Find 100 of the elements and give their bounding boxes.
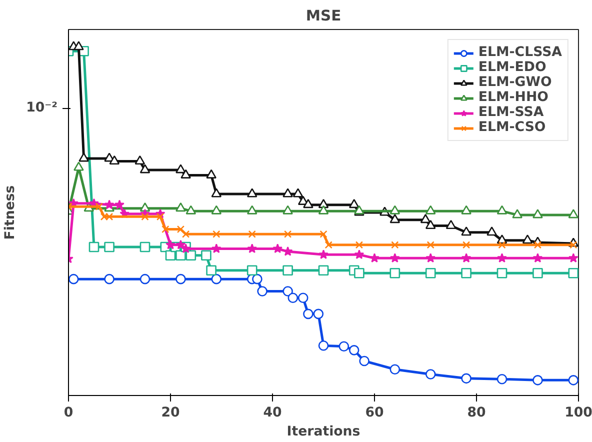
point (461, 268, 472, 278)
point (320, 230, 328, 238)
point (318, 265, 329, 276)
x-tick-label: 80 (467, 406, 486, 420)
point (318, 205, 329, 214)
chart-title: MSE (306, 8, 342, 24)
point (370, 253, 380, 262)
point (390, 268, 400, 278)
point (247, 244, 258, 254)
point (496, 205, 508, 214)
point (292, 188, 304, 198)
point (206, 169, 216, 178)
point (284, 230, 292, 238)
point (211, 188, 222, 198)
point (166, 240, 176, 250)
y-axis-title: Fitness (3, 185, 18, 240)
point (486, 226, 497, 236)
point (246, 205, 258, 214)
point (282, 188, 293, 198)
legend-label: ELM-HHO (478, 90, 548, 105)
point (496, 374, 508, 384)
point (568, 268, 578, 278)
point (498, 241, 506, 249)
point (461, 253, 472, 262)
legend-label: ELM-SSA (478, 105, 544, 120)
point (391, 241, 399, 249)
point (461, 226, 472, 236)
point (318, 340, 329, 351)
point (272, 244, 283, 254)
point (420, 214, 431, 224)
point (355, 241, 364, 249)
x-tick-label: 0 (64, 406, 74, 420)
point (211, 205, 222, 214)
x-axis-title: Iterations (286, 424, 360, 440)
point (186, 250, 196, 261)
point (140, 164, 150, 174)
point (348, 345, 360, 356)
point (68, 274, 79, 284)
point (257, 286, 268, 296)
point (298, 292, 308, 304)
legend-label: ELM-CSO (478, 120, 546, 135)
point (156, 212, 164, 221)
point (88, 242, 100, 252)
point (446, 220, 456, 229)
text: 10⁻² (26, 100, 58, 116)
point (176, 274, 186, 284)
point (95, 202, 103, 210)
point (303, 308, 314, 320)
point (176, 164, 186, 174)
point (338, 341, 350, 352)
point (532, 375, 543, 386)
point (104, 242, 114, 252)
point (512, 209, 522, 218)
point (496, 268, 508, 278)
point (303, 198, 314, 208)
point (324, 241, 332, 249)
point (141, 212, 149, 221)
point (180, 169, 191, 178)
x-tick-label: 40 (263, 406, 282, 420)
legend-label: ELM-GWO (478, 75, 552, 90)
point (462, 241, 470, 249)
point (206, 265, 216, 276)
point (74, 162, 84, 171)
point (359, 356, 370, 366)
point (211, 244, 222, 254)
point (201, 250, 212, 261)
point (318, 250, 328, 259)
point (282, 286, 293, 296)
point (78, 152, 89, 162)
point (288, 292, 298, 304)
point (534, 241, 542, 249)
point (162, 225, 170, 234)
point (568, 253, 578, 262)
point (246, 265, 258, 276)
point (532, 209, 543, 218)
point (568, 375, 578, 386)
point (497, 253, 507, 262)
point (248, 230, 256, 238)
point (109, 155, 120, 165)
point (186, 205, 196, 214)
point (176, 250, 186, 261)
point (313, 308, 324, 320)
x-tick-label: 100 (564, 406, 592, 420)
point (176, 202, 186, 212)
point (426, 253, 436, 262)
point (140, 274, 150, 284)
x-tick-label: 20 (161, 406, 180, 420)
point (212, 230, 220, 238)
point (104, 274, 114, 284)
legend-label: ELM-EDO (478, 60, 546, 75)
point (165, 250, 176, 261)
point (425, 220, 436, 229)
point (426, 241, 434, 249)
point (390, 364, 400, 374)
point (425, 369, 436, 380)
point (390, 214, 400, 224)
point (74, 41, 84, 50)
point (114, 200, 124, 210)
point (104, 200, 114, 210)
point (532, 268, 543, 278)
